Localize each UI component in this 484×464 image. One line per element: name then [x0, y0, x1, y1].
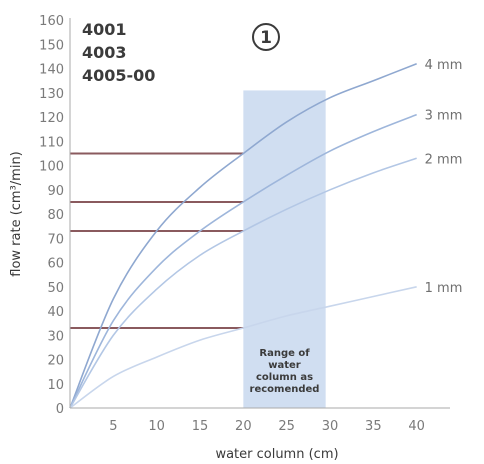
y-tick-label: 140: [39, 63, 64, 78]
model-label-4005-00: 4005-00: [82, 66, 155, 85]
x-tick-label: 40: [408, 419, 425, 434]
y-tick-label: 150: [39, 38, 64, 53]
series-line-2-mm: [69, 157, 417, 409]
y-tick-label: 30: [47, 329, 64, 344]
range-band-label-line: water: [268, 360, 301, 371]
series-line-1-mm: [69, 286, 417, 409]
y-tick-label: 20: [47, 354, 64, 369]
chart-number-badge: [252, 23, 280, 51]
chart-number-badge-text: 1: [260, 28, 272, 48]
y-tick-label: 80: [47, 208, 64, 223]
y-tick-label: 50: [47, 281, 64, 296]
x-tick-label: 15: [192, 419, 209, 434]
y-tick-label: 90: [47, 184, 64, 199]
x-tick-label: 30: [322, 419, 339, 434]
y-tick-label: 100: [39, 160, 64, 175]
range-band-label-line: column as: [256, 372, 313, 383]
x-tick-label: 20: [235, 419, 252, 434]
y-tick-label: 70: [47, 232, 64, 247]
model-label-4003: 4003: [82, 43, 127, 62]
y-tick-label: 40: [47, 305, 64, 320]
x-axis-label: water column (cm): [215, 447, 338, 462]
x-tick-label: 25: [278, 419, 295, 434]
series-line-3-mm: [69, 113, 417, 409]
series-label-3-mm: 3 mm: [425, 109, 463, 124]
range-band-label-line: Range of: [259, 348, 310, 359]
series-label-2-mm: 2 mm: [425, 152, 463, 167]
y-tick-label: 130: [39, 87, 64, 102]
range-band-label-line: recomended: [250, 384, 320, 395]
x-tick-label: 35: [365, 419, 382, 434]
series-line-4-mm: [69, 63, 417, 409]
y-tick-label: 110: [39, 135, 64, 150]
x-tick-label: 10: [148, 419, 165, 434]
series-label-1-mm: 1 mm: [425, 281, 463, 296]
y-tick-label: 160: [39, 14, 64, 29]
y-tick-label: 60: [47, 257, 64, 272]
x-tick-label: 5: [109, 419, 117, 434]
y-tick-label: 120: [39, 111, 64, 126]
model-label-4001: 4001: [82, 20, 127, 39]
y-axis-label: flow rate (cm³/min): [9, 151, 24, 277]
y-tick-label-zero: 0: [56, 402, 64, 417]
series-label-4-mm: 4 mm: [425, 58, 463, 73]
y-tick-label: 10: [47, 378, 64, 393]
